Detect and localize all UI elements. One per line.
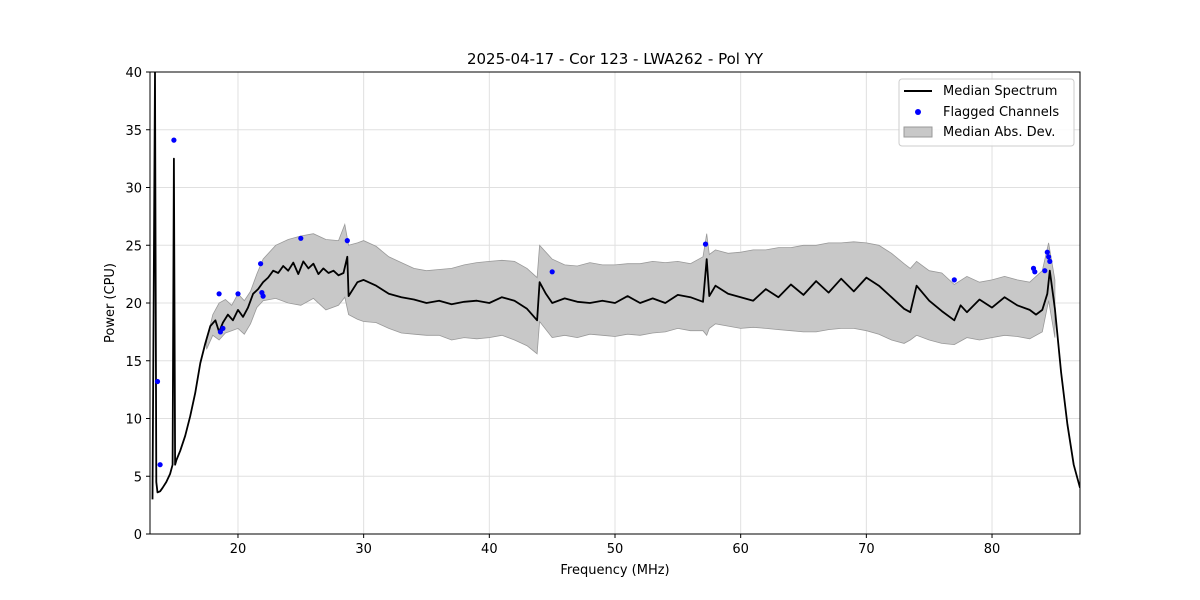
flagged-channel-point: [1047, 258, 1053, 264]
flagged-channels-points: [154, 137, 1053, 468]
y-tick-label: 0: [134, 528, 142, 543]
plot-area: [151, 72, 1080, 500]
x-tick-label: 40: [481, 542, 498, 557]
flagged-channel-point: [298, 235, 304, 241]
flagged-channel-point: [258, 261, 264, 267]
y-tick-label: 25: [125, 239, 142, 254]
y-tick-label: 35: [125, 124, 142, 139]
legend-mad-label: Median Abs. Dev.: [943, 125, 1055, 140]
flagged-channel-point: [260, 293, 266, 299]
y-tick-label: 30: [125, 182, 142, 197]
mad-band: [206, 223, 1056, 355]
x-tick-label: 80: [984, 542, 1001, 557]
flagged-channel-point: [1044, 249, 1050, 255]
y-tick-label: 10: [125, 413, 142, 428]
flagged-channel-point: [154, 378, 161, 385]
x-tick-label: 20: [230, 542, 247, 557]
y-tick-label: 20: [125, 297, 142, 312]
flagged-channel-point: [1032, 269, 1038, 275]
x-tick-label: 70: [858, 542, 875, 557]
x-axis-ticks: 20 30 40 50 60 70 80: [230, 534, 1001, 557]
legend-median-label: Median Spectrum: [943, 84, 1057, 99]
flagged-channel-point: [235, 291, 241, 297]
flagged-channel-point: [1046, 254, 1052, 260]
flagged-channel-point: [157, 462, 163, 468]
x-tick-label: 50: [607, 542, 624, 557]
legend: Median Spectrum Flagged Channels Median …: [898, 78, 1075, 147]
flagged-channel-point: [702, 241, 709, 247]
flagged-channel-point: [344, 238, 350, 244]
flagged-channel-point: [171, 137, 177, 143]
median-spectrum-line: [151, 72, 1080, 500]
flagged-channel-point: [1042, 268, 1048, 274]
y-tick-label: 40: [125, 66, 142, 81]
x-tick-label: 30: [355, 542, 372, 557]
flagged-channel-point: [220, 325, 226, 331]
y-tick-label: 5: [134, 470, 142, 485]
x-axis-label: Frequency (MHz): [560, 563, 669, 578]
y-tick-label: 15: [125, 355, 142, 370]
y-axis-label: Power (CPU): [103, 263, 118, 343]
flagged-channel-point: [216, 291, 222, 297]
chart-title: 2025-04-17 - Cor 123 - LWA262 - Pol YY: [467, 50, 764, 68]
legend-mad-swatch: [903, 126, 933, 138]
y-axis-ticks: 0 5 10 15 20 25 30 35 40: [125, 66, 150, 543]
legend-flagged-label: Flagged Channels: [943, 105, 1059, 120]
legend-box: [898, 78, 1075, 147]
legend-flagged-swatch: [915, 109, 921, 115]
flagged-channel-point: [951, 277, 957, 283]
flagged-channel-point: [549, 269, 555, 275]
x-tick-label: 60: [732, 542, 749, 557]
